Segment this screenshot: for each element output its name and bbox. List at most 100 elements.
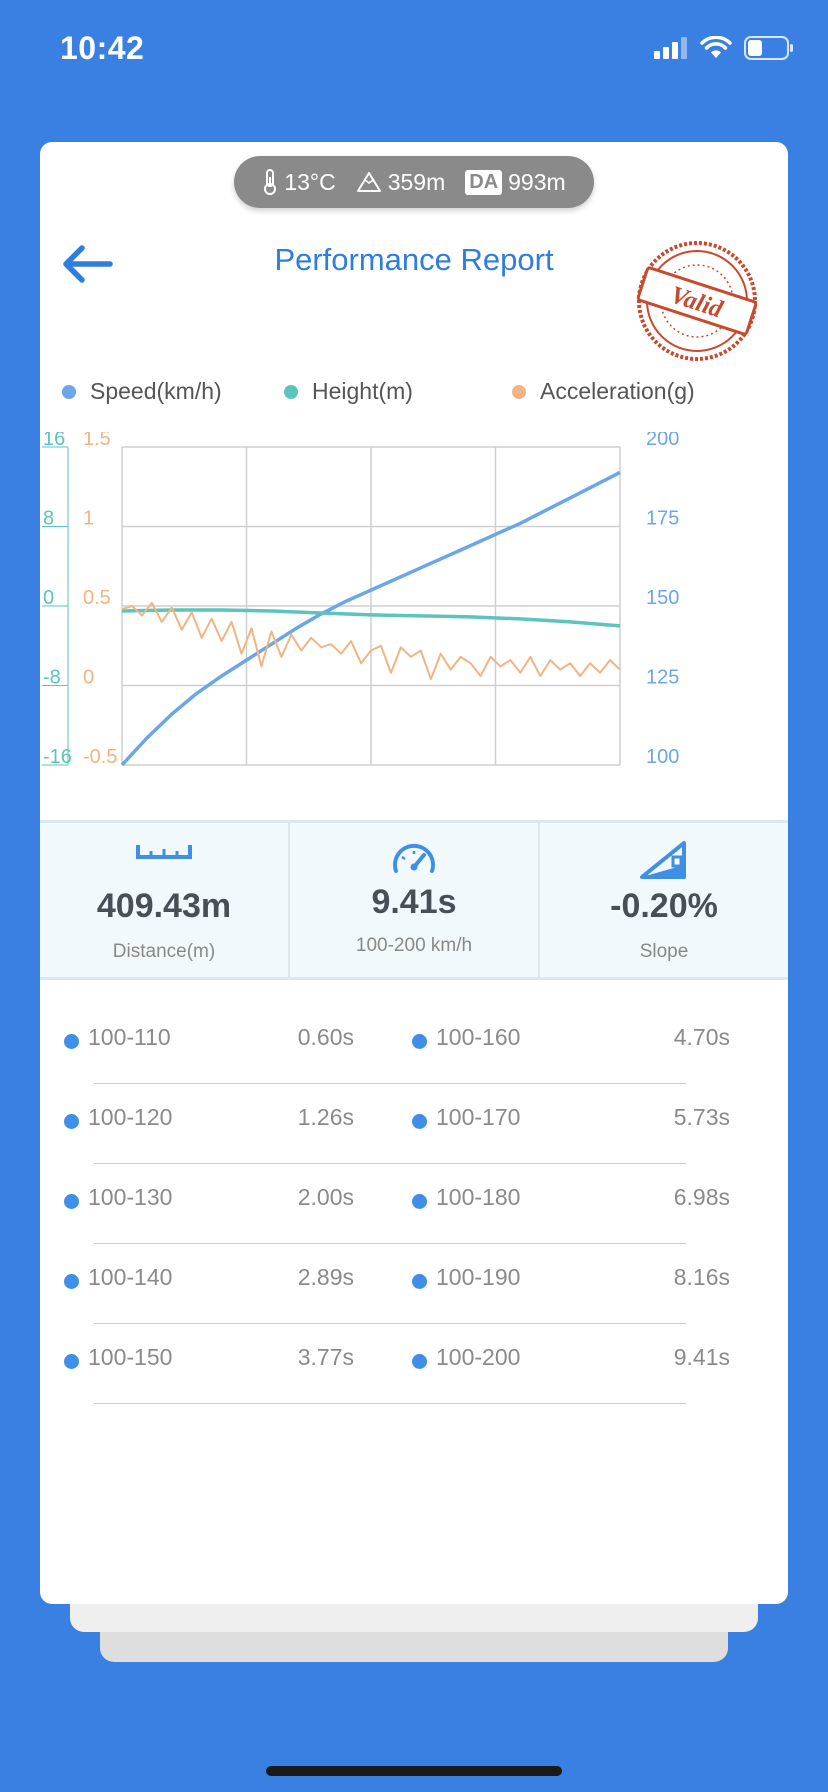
slope-icon [640, 841, 686, 879]
split-dot [412, 1354, 427, 1369]
split-dot [412, 1034, 427, 1049]
legend-height-dot [284, 384, 298, 399]
split-row: 100-110 0.60s 100-160 4.70s [40, 1004, 788, 1084]
status-time: 10:42 [60, 30, 145, 66]
legend-height: Height(m) [284, 378, 413, 405]
acceleration-tick-label: 1 [83, 508, 94, 530]
split-dot [64, 1114, 79, 1129]
split-range: 100-110 [88, 1024, 171, 1050]
chart-legend: Speed(km/h) Height(m) Acceleration(g) [62, 378, 782, 408]
height-series-line [121, 608, 621, 628]
distance-value: 409.43m [96, 887, 232, 925]
temperature-value: 13°C [284, 168, 336, 195]
legend-acceleration-label: Acceleration(g) [540, 378, 695, 404]
stat-slope: -0.20% Slope [538, 823, 788, 977]
split-time: 8.16s [673, 1264, 730, 1290]
split-range: 100-150 [88, 1344, 173, 1370]
split-row: 100-140 2.89s 100-190 8.16s [40, 1244, 788, 1324]
split-range: 100-200 [436, 1344, 521, 1370]
density-altitude-info: DA 993m [465, 168, 566, 196]
split-range: 100-140 [88, 1264, 173, 1290]
speed-tick-label: 125 [646, 667, 679, 689]
split-time: 0.60s [297, 1024, 354, 1050]
acceleration-tick-label: -0.5 [83, 746, 117, 768]
split-dot [64, 1034, 79, 1049]
stat-time: 9.41s 100-200 km/h [288, 823, 538, 977]
acceleration-series-line [121, 601, 621, 681]
legend-speed-dot [62, 384, 76, 399]
chart-series [120, 470, 621, 767]
split-row: 100-150 3.77s 100-200 9.41s [40, 1324, 788, 1404]
split-range: 100-170 [436, 1104, 521, 1130]
split-divider [94, 1323, 686, 1324]
split-divider [94, 1403, 686, 1404]
split-dot [412, 1114, 427, 1129]
split-divider [94, 1243, 686, 1244]
slope-value: -0.20% [610, 887, 718, 925]
stats-bar: 409.43m Distance(m) 9.41s 100-200 km/h -… [40, 820, 788, 980]
height-tick-label: 16 [43, 432, 65, 450]
performance-chart: 16 8 0 -8 -16 1.5 1 0.5 0 -0.5 200 175 150 125 100 [42, 432, 679, 768]
split-item: 100-160 4.70s [412, 1024, 730, 1064]
acceleration-tick-label: 1.5 [83, 432, 111, 450]
split-item: 100-110 0.60s [64, 1024, 354, 1064]
split-dot [412, 1274, 427, 1289]
split-dot [64, 1354, 79, 1369]
speedometer-icon [393, 843, 435, 873]
split-time: 1.26s [297, 1104, 354, 1130]
speed-tick-label: 150 [646, 587, 679, 609]
valid-stamp-icon: Valid [636, 241, 758, 361]
split-range: 100-120 [88, 1104, 173, 1130]
distance-label: Distance(m) [112, 941, 216, 962]
chart-ticks: 16 8 0 -8 -16 1.5 1 0.5 0 -0.5 200 175 150 125 100 [43, 432, 679, 768]
home-indicator[interactable] [266, 1766, 562, 1776]
temperature-info: 13°C [262, 168, 336, 196]
speed-tick-label: 100 [646, 746, 679, 768]
legend-speed: Speed(km/h) [62, 378, 222, 405]
split-item: 100-170 5.73s [412, 1104, 730, 1144]
back-button[interactable] [58, 240, 120, 288]
back-arrow-icon [63, 245, 113, 283]
height-tick-label: 0 [43, 587, 54, 609]
split-item: 100-150 3.77s [64, 1344, 354, 1384]
ruler-icon [136, 845, 192, 859]
wifi-icon [700, 36, 732, 58]
height-tick-label: 8 [43, 508, 54, 530]
split-row: 100-120 1.26s 100-170 5.73s [40, 1084, 788, 1164]
slope-label: Slope [639, 941, 689, 962]
chart-grid [121, 446, 621, 766]
legend-acceleration: Acceleration(g) [512, 378, 695, 405]
time-range-label: 100-200 km/h [355, 935, 473, 956]
page-title: Performance Report [274, 242, 554, 277]
thermometer-icon [264, 169, 277, 195]
acceleration-tick-label: 0 [83, 667, 94, 689]
split-time: 9.41s [673, 1344, 730, 1370]
height-tick-label: -16 [43, 746, 72, 768]
height-tick-label: -8 [43, 667, 61, 689]
split-item: 100-130 2.00s [64, 1184, 354, 1224]
split-range: 100-180 [436, 1184, 521, 1210]
split-range: 100-190 [436, 1264, 521, 1290]
speed-series-line [120, 470, 621, 767]
acceleration-tick-label: 0.5 [83, 587, 111, 609]
split-time: 2.00s [297, 1184, 354, 1210]
legend-acceleration-dot [512, 384, 526, 399]
split-item: 100-180 6.98s [412, 1184, 730, 1224]
split-time: 4.70s [673, 1024, 730, 1050]
split-divider [94, 1163, 686, 1164]
split-item: 100-120 1.26s [64, 1104, 354, 1144]
stat-distance: 409.43m Distance(m) [40, 823, 288, 977]
legend-height-label: Height(m) [312, 378, 413, 404]
split-range: 100-130 [88, 1184, 173, 1210]
split-range: 100-160 [436, 1024, 521, 1050]
status-icons [654, 36, 794, 60]
density-altitude-value: 993m [508, 168, 566, 195]
time-value: 9.41s [371, 883, 457, 921]
mountain-icon [356, 172, 381, 192]
split-time: 2.89s [297, 1264, 354, 1290]
split-time: 5.73s [673, 1104, 730, 1130]
status-bar: 10:42 [0, 0, 828, 100]
split-item: 100-200 9.41s [412, 1344, 730, 1384]
cellular-signal-icon [654, 37, 687, 59]
split-divider [94, 1083, 686, 1084]
